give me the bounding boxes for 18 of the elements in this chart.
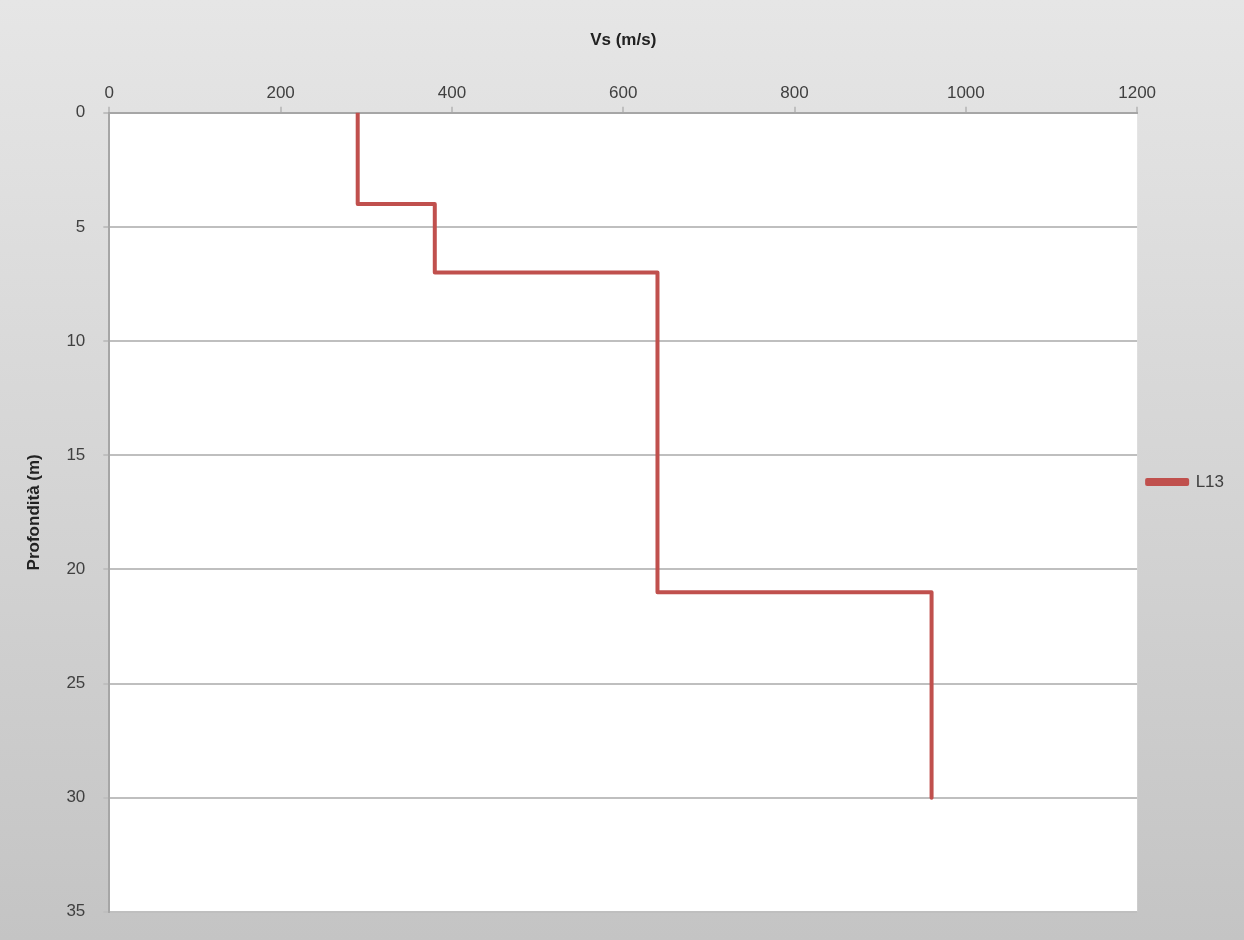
x-tick-label: 200 — [266, 83, 295, 103]
x-tick-label: 400 — [437, 83, 467, 103]
legend-label: L13 — [1195, 471, 1225, 491]
x-axis-title: Vs (m/s) — [590, 29, 657, 49]
y-tick-label: 30 — [66, 787, 86, 807]
y-tick-label: 5 — [75, 216, 86, 236]
x-tick-label: 0 — [104, 83, 115, 103]
y-tick-label: 10 — [66, 330, 86, 350]
y-tick-label: 25 — [66, 673, 86, 693]
y-tick-label: 15 — [66, 444, 86, 464]
y-axis-title: Profondità (m) — [23, 454, 43, 571]
x-tick-label: 800 — [780, 83, 809, 103]
x-tick-label: 1000 — [946, 83, 985, 103]
x-tick-label: 1200 — [1118, 83, 1157, 103]
y-tick-label: 0 — [75, 102, 86, 122]
x-tick-label: 600 — [609, 83, 638, 103]
y-tick-label: 20 — [66, 559, 86, 579]
y-tick-label: 35 — [66, 901, 86, 921]
